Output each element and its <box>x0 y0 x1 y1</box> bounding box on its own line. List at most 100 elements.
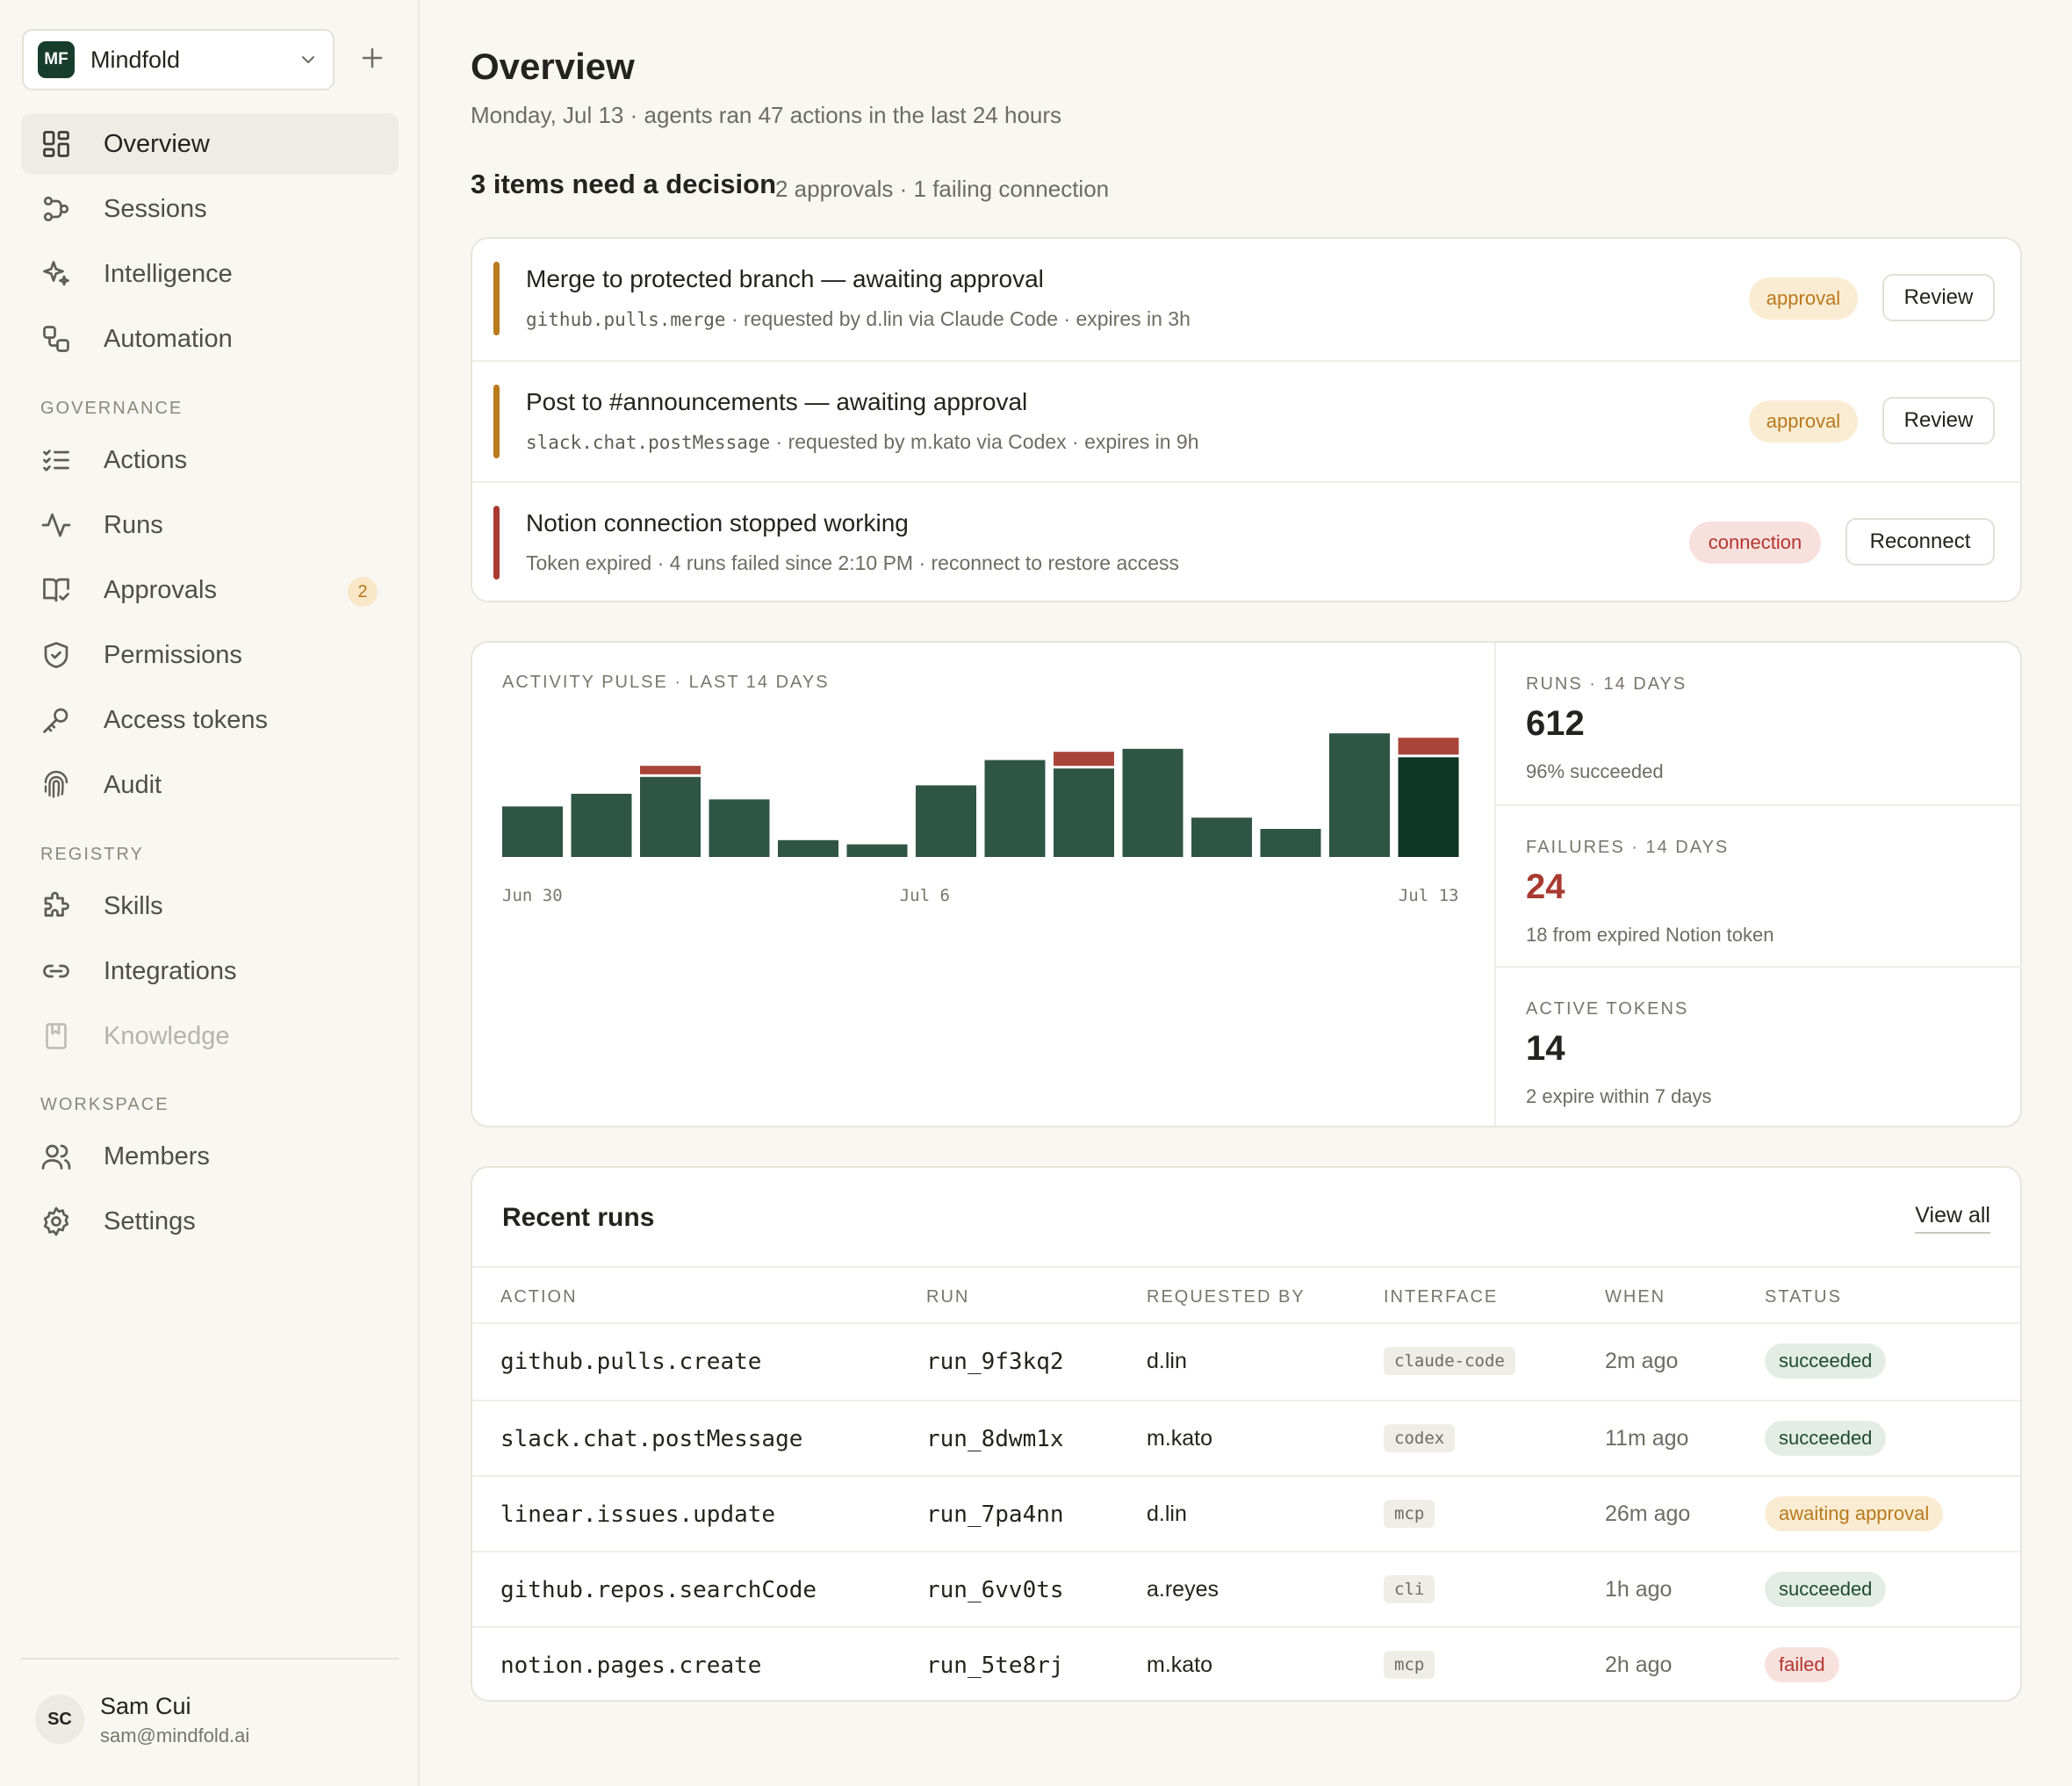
run-requested-by: m.kato <box>1147 1653 1213 1677</box>
sidebar-item-settings[interactable]: Settings <box>21 1191 399 1252</box>
approval-tag: approval <box>1749 400 1858 443</box>
status-badge: succeeded <box>1765 1343 1887 1379</box>
bar-success[interactable] <box>1260 829 1321 857</box>
bar-success[interactable] <box>1329 733 1390 857</box>
decision-item: Post to #announcements — awaiting approv… <box>472 360 2020 481</box>
column-header-interface[interactable]: INTERFACE <box>1384 1287 1499 1307</box>
table-row[interactable]: slack.chat.postMessage run_8dwm1x m.kato co… <box>472 1400 2020 1475</box>
add-workspace-button[interactable] <box>355 40 390 76</box>
section-heading-governance: GOVERNANCE <box>40 399 183 418</box>
sidebar-item-label: Members <box>104 1141 210 1170</box>
status-badge: failed <box>1765 1647 1839 1682</box>
stat-label: RUNS · 14 DAYS <box>1526 674 1687 694</box>
interface-tag: mcp <box>1384 1651 1435 1679</box>
section-heading-registry: REGISTRY <box>40 845 144 864</box>
link-icon <box>43 964 69 978</box>
status-badge: succeeded <box>1765 1572 1887 1607</box>
workspace-logo: MF <box>38 41 75 78</box>
interface-tag: mcp <box>1384 1500 1435 1528</box>
run-when: 26m ago <box>1605 1502 1691 1526</box>
table-row[interactable]: github.pulls.create run_9f3kq2 d.lin claude… <box>472 1324 2020 1400</box>
sidebar-item-sessions[interactable]: Sessions <box>21 178 399 240</box>
checklist-icon <box>43 450 69 472</box>
view-all-link[interactable]: View all <box>1915 1203 1990 1234</box>
bar-success[interactable] <box>1054 768 1114 857</box>
bar-success[interactable] <box>640 776 701 857</box>
stat-value: 24 <box>1526 868 1565 906</box>
workspace-switcher[interactable]: MF Mindfold <box>22 29 335 90</box>
sidebar-item-label: Intelligence <box>104 259 233 288</box>
interface-tag: claude-code <box>1384 1347 1515 1375</box>
sidebar-item-runs[interactable]: Runs <box>21 494 399 556</box>
sidebar-item-skills[interactable]: Skills <box>21 875 399 937</box>
bar-success[interactable] <box>916 785 976 857</box>
column-header-run[interactable]: RUN <box>926 1287 970 1307</box>
run-action: github.repos.searchCode <box>500 1577 817 1603</box>
status-badge: succeeded <box>1765 1421 1887 1456</box>
bar-success[interactable] <box>1191 817 1252 857</box>
bar-success[interactable] <box>709 799 770 857</box>
interface-tag: codex <box>1384 1424 1456 1452</box>
reconnect-button[interactable]: Reconnect <box>1845 518 1995 565</box>
decisions-heading: 3 items need a decision <box>471 169 777 199</box>
bar-failure[interactable] <box>1398 738 1459 755</box>
plus-icon <box>362 47 383 68</box>
pulse-icon <box>41 513 71 537</box>
bar-success[interactable] <box>778 839 838 857</box>
bookmark-book-icon <box>46 1023 67 1049</box>
activity-divider <box>1494 643 1496 1126</box>
column-header-requested-by[interactable]: REQUESTED BY <box>1147 1287 1306 1307</box>
activity-card: ACTIVITY PULSE · LAST 14 DAYS Jun 30 Jul … <box>471 641 2022 1127</box>
run-id: run_6vv0ts <box>926 1577 1064 1603</box>
interface-tag: cli <box>1384 1575 1435 1603</box>
run-id: run_8dwm1x <box>926 1426 1064 1452</box>
decision-item: Notion connection stopped working Token … <box>472 481 2020 602</box>
run-when: 1h ago <box>1605 1577 1673 1602</box>
column-header-action[interactable]: ACTION <box>500 1287 578 1307</box>
table-row[interactable]: linear.issues.update run_7pa4nn d.lin mcp 26… <box>472 1475 2020 1551</box>
activity-pulse-chart: Jun 30 Jul 6 Jul 13 <box>502 733 1459 905</box>
table-row[interactable]: github.repos.searchCode run_6vv0ts a.reyes… <box>472 1551 2020 1626</box>
column-header-when[interactable]: WHEN <box>1605 1287 1666 1307</box>
sidebar-item-automation[interactable]: Automation <box>21 308 399 370</box>
stat-failures: FAILURES · 14 DAYS 24 18 from expired No… <box>1496 804 2022 966</box>
sidebar-item-intelligence[interactable]: Intelligence <box>21 243 399 305</box>
review-button[interactable]: Review <box>1882 397 1995 444</box>
decision-accent-bar <box>493 385 500 458</box>
table-row[interactable]: notion.pages.create run_5te8rj m.kato mcp 2h… <box>472 1626 2020 1702</box>
chevron-down-icon <box>302 56 314 63</box>
sidebar-item-access-tokens[interactable]: Access tokens <box>21 689 399 751</box>
bar-failure[interactable] <box>640 766 701 774</box>
sidebar-item-integrations[interactable]: Integrations <box>21 940 399 1002</box>
run-requested-by: d.lin <box>1147 1502 1187 1526</box>
column-header-status[interactable]: STATUS <box>1765 1287 1842 1307</box>
decision-accent-bar <box>493 506 500 580</box>
sidebar-item-label: Access tokens <box>104 705 268 734</box>
sidebar-item-approvals[interactable]: Approvals 2 <box>21 559 399 621</box>
decision-meta-text: Token expired · 4 runs failed since 2:10… <box>526 551 1180 574</box>
sidebar-item-actions[interactable]: Actions <box>21 429 399 491</box>
x-tick-label: Jul 13 <box>1399 886 1459 905</box>
sidebar-item-overview[interactable]: Overview <box>21 113 399 175</box>
stat-sub: 18 from expired Notion token <box>1526 924 1774 946</box>
sidebar-item-permissions[interactable]: Permissions <box>21 624 399 686</box>
avatar[interactable]: SC <box>35 1695 84 1744</box>
stat-active-tokens: ACTIVE TOKENS 14 2 expire within 7 days <box>1496 966 2022 1127</box>
bar-success[interactable] <box>1398 757 1459 857</box>
sidebar-item-label: Integrations <box>104 956 237 985</box>
bar-success[interactable] <box>984 760 1046 857</box>
bar-failure[interactable] <box>1054 752 1114 767</box>
bar-success[interactable] <box>571 794 632 857</box>
bar-success[interactable] <box>1122 748 1183 857</box>
run-when: 11m ago <box>1605 1426 1689 1451</box>
review-button[interactable]: Review <box>1882 274 1995 321</box>
bar-success[interactable] <box>502 806 563 857</box>
sidebar-item-label: Audit <box>104 770 162 799</box>
decision-meta: Token expired · 4 runs failed since 2:10… <box>526 551 1179 575</box>
bar-success[interactable] <box>846 844 908 857</box>
sidebar-item-audit[interactable]: Audit <box>21 754 399 816</box>
decision-accent-bar <box>493 262 500 335</box>
sidebar-item-label: Runs <box>104 510 163 539</box>
x-tick-label: Jul 6 <box>900 886 950 905</box>
sidebar-item-members[interactable]: Members <box>21 1126 399 1187</box>
